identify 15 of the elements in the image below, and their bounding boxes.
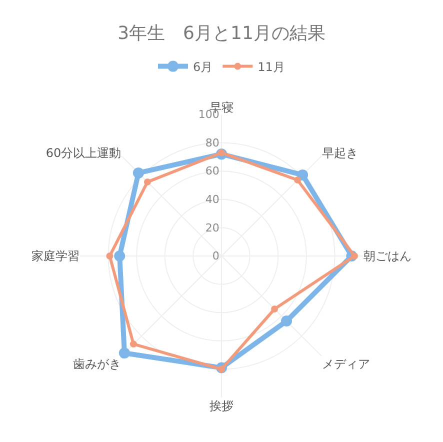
spoke-label: メディア — [322, 356, 370, 371]
spoke-label: 朝ごはん — [364, 249, 412, 264]
spoke-label: 歯みがき — [73, 356, 122, 371]
chart-title: 3年生 6月と11月の結果 — [118, 23, 326, 44]
y-tick-label: 80 — [205, 136, 220, 150]
spoke-label: 挨拶 — [210, 399, 234, 413]
y-tick-label: 0 — [212, 250, 220, 263]
y-tick-label: 60 — [205, 164, 220, 178]
spoke-label: 家庭学習 — [32, 249, 80, 264]
spoke-label: 早起き — [322, 146, 358, 160]
legend-label: 6月 — [193, 60, 213, 74]
spoke-label: 60分以上運動 — [46, 146, 122, 160]
y-tick-label: 40 — [205, 192, 220, 206]
legend-label: 11月 — [258, 60, 285, 74]
y-tick-label: 20 — [205, 221, 220, 234]
